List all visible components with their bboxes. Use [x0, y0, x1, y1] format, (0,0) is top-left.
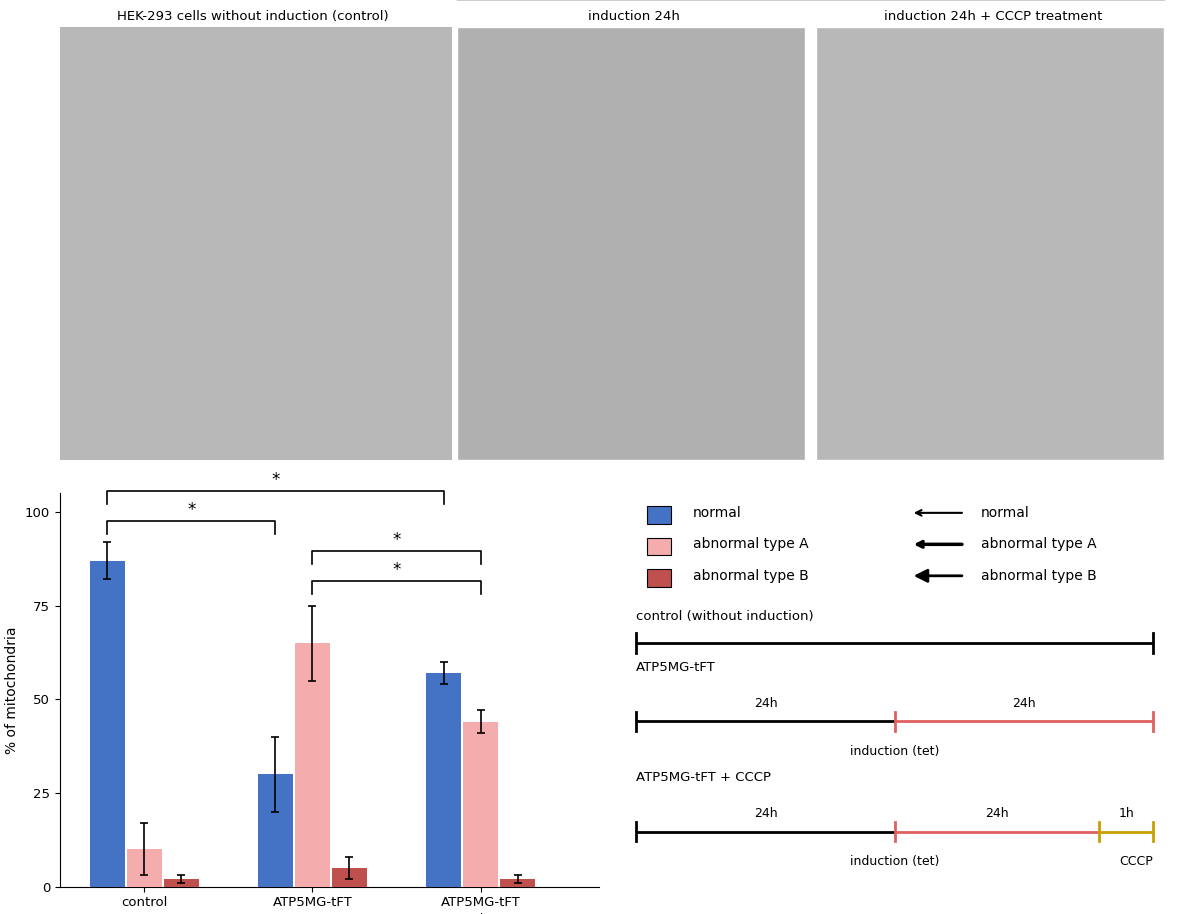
- Text: abnormal type B: abnormal type B: [692, 569, 809, 583]
- Bar: [258, 774, 293, 887]
- Text: 24h: 24h: [754, 696, 778, 709]
- Text: *: *: [187, 502, 196, 519]
- Text: 24h: 24h: [1012, 696, 1036, 709]
- Text: *: *: [392, 531, 401, 549]
- Bar: [163, 879, 199, 887]
- Bar: [816, 27, 1164, 460]
- Text: abnormal type A: abnormal type A: [980, 537, 1097, 551]
- Text: 1h: 1h: [1118, 807, 1134, 820]
- Text: induction (tet): induction (tet): [850, 745, 940, 758]
- Text: 24h: 24h: [754, 807, 778, 820]
- Bar: [463, 722, 498, 887]
- Text: abnormal type B: abnormal type B: [980, 569, 1097, 583]
- Bar: [90, 560, 125, 887]
- Text: abnormal type A: abnormal type A: [692, 537, 809, 551]
- Text: *: *: [271, 472, 280, 489]
- Bar: [647, 537, 671, 555]
- Text: 24h: 24h: [985, 807, 1009, 820]
- Bar: [332, 868, 367, 887]
- Text: normal: normal: [692, 505, 742, 520]
- Bar: [457, 27, 805, 460]
- Text: induction 24h + CCCP treatment: induction 24h + CCCP treatment: [883, 10, 1102, 23]
- Bar: [647, 506, 671, 524]
- Bar: [60, 27, 452, 460]
- Text: induction (tet): induction (tet): [850, 856, 940, 868]
- Y-axis label: % of mitochondria: % of mitochondria: [6, 626, 19, 754]
- Bar: [500, 879, 535, 887]
- Text: HEK-293 cells without induction (control): HEK-293 cells without induction (control…: [118, 10, 389, 23]
- Text: control (without induction): control (without induction): [636, 610, 814, 623]
- Text: ATP5MG-tFT: ATP5MG-tFT: [636, 661, 716, 675]
- Text: ATP5MG-tFT + CCCP: ATP5MG-tFT + CCCP: [636, 771, 772, 784]
- Bar: [295, 643, 330, 887]
- Text: CCCP: CCCP: [1120, 856, 1153, 868]
- Text: induction 24h: induction 24h: [588, 10, 680, 23]
- Bar: [126, 849, 162, 887]
- Text: normal: normal: [980, 505, 1030, 520]
- Bar: [647, 569, 671, 587]
- Text: *: *: [392, 561, 401, 579]
- Bar: [426, 673, 461, 887]
